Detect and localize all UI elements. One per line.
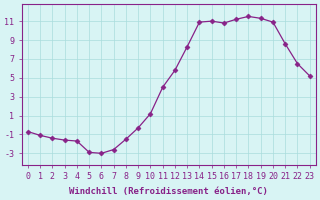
X-axis label: Windchill (Refroidissement éolien,°C): Windchill (Refroidissement éolien,°C): [69, 187, 268, 196]
